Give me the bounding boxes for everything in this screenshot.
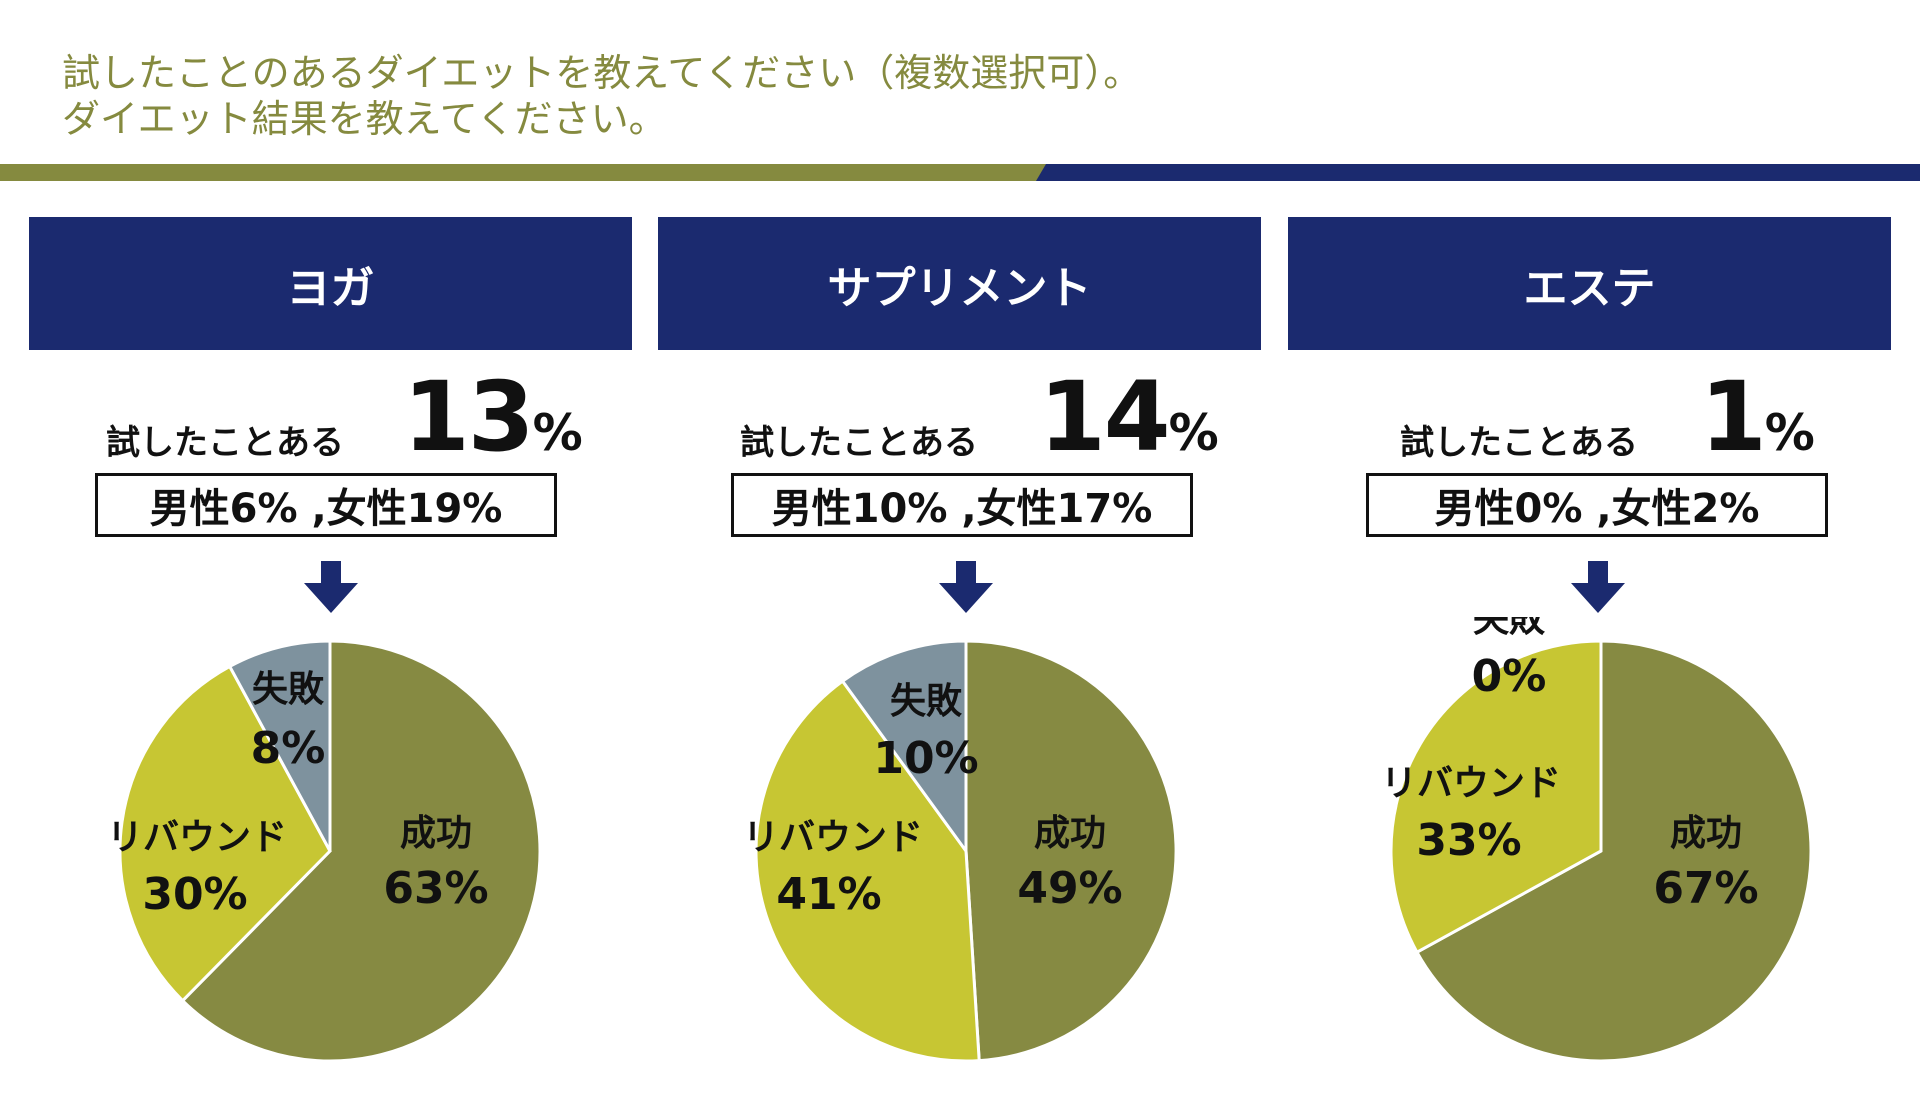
slice-rebound <box>1389 639 1603 955</box>
label-success-name: 成功 <box>400 813 472 854</box>
tried-label: 試したことある <box>1400 423 1638 463</box>
arrow-down-icon <box>304 561 358 613</box>
tried-percentage: 13% <box>403 369 583 465</box>
slice-success <box>964 639 1178 1063</box>
tried-unit: % <box>1764 404 1815 462</box>
label-rebound-name: リバウンド <box>107 817 287 858</box>
arrow-down-icon <box>1571 561 1625 613</box>
label-success-value: 63% <box>383 863 488 914</box>
divider-olive <box>0 164 1046 181</box>
panel-supplement: サプリメント 試したことある 14% 男性10% ,女性17% 成功 49% リ… <box>658 217 1261 1117</box>
divider-navy <box>1046 164 1920 181</box>
label-rebound-name: リバウンド <box>743 817 923 858</box>
label-failure-name: 失敗 <box>1473 617 1546 640</box>
tried-percentage: 14% <box>1039 369 1219 465</box>
gender-breakdown: 男性10% ,女性17% <box>731 473 1193 537</box>
question-line-1: 試したことのあるダイエットを教えてください（複数選択可）。 <box>62 51 1142 95</box>
pie-chart: 成功 67% リバウンド 33% 失敗 0% <box>1381 617 1813 1063</box>
slice-success <box>180 639 542 1063</box>
gender-breakdown: 男性6% ,女性19% <box>95 473 557 537</box>
panel-yoga: ヨガ 試したことある 13% 男性6% ,女性19% 成功 63% リバウンド … <box>29 217 632 1117</box>
slice-failure <box>227 639 332 852</box>
tried-value: 14 <box>1039 361 1171 473</box>
arrow-down-icon <box>939 561 993 613</box>
label-success-name: 成功 <box>1670 813 1742 854</box>
label-failure-name: 失敗 <box>890 681 963 722</box>
panel-title: ヨガ <box>29 217 632 350</box>
divider-slant <box>1036 164 1046 181</box>
label-failure-value: 8% <box>251 723 326 774</box>
tried-value: 1 <box>1700 361 1767 473</box>
slice-rebound <box>754 679 981 1063</box>
tried-label: 試したことある <box>106 423 344 463</box>
slice-rebound <box>118 664 332 1003</box>
panel-title: エステ <box>1288 217 1891 350</box>
gender-breakdown: 男性0% ,女性2% <box>1366 473 1828 537</box>
pie-chart: 成功 49% リバウンド 41% 失敗 10% <box>743 639 1178 1063</box>
label-success-name: 成功 <box>1034 813 1106 854</box>
label-rebound-value: 33% <box>1416 815 1521 866</box>
tried-value: 13 <box>403 361 535 473</box>
label-rebound-name: リバウンド <box>1381 763 1561 804</box>
question-line-2: ダイエット結果を教えてください。 <box>62 97 667 141</box>
pie-chart: 成功 63% リバウンド 30% 失敗 8% <box>107 639 542 1063</box>
slice-success <box>1414 639 1813 1063</box>
label-success-value: 67% <box>1653 863 1758 914</box>
label-failure-value: 0% <box>1472 651 1547 702</box>
tried-label: 試したことある <box>740 423 978 463</box>
panel-esthetic: エステ 試したことある 1% 男性0% ,女性2% 成功 67% リバウンド 3… <box>1288 217 1891 1117</box>
panel-title: サプリメント <box>658 217 1261 350</box>
label-rebound-value: 30% <box>142 869 247 920</box>
tried-percentage: 1% <box>1700 369 1815 465</box>
tried-unit: % <box>1168 404 1219 462</box>
label-rebound-value: 41% <box>776 869 881 920</box>
tried-unit: % <box>532 404 583 462</box>
slice-failure <box>840 639 968 856</box>
label-failure-value: 10% <box>873 733 978 784</box>
label-failure-name: 失敗 <box>252 669 325 710</box>
label-success-value: 49% <box>1017 863 1122 914</box>
